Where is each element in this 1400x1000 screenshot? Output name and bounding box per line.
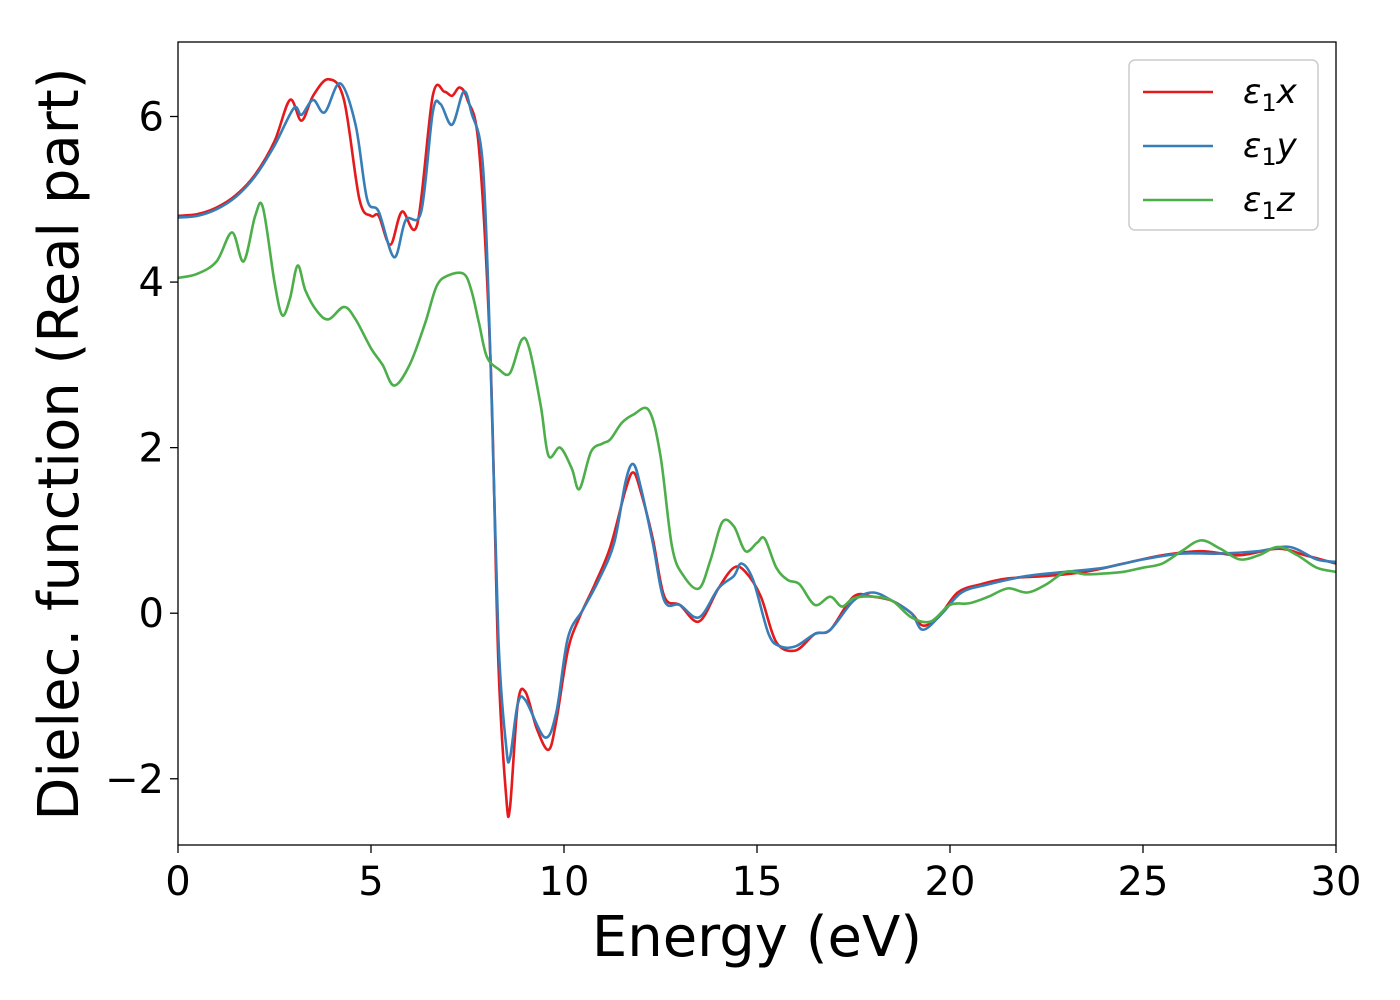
series-line-z — [178, 201, 1336, 624]
y-tick-label: 6 — [139, 95, 164, 141]
y-tick-label: 4 — [139, 260, 164, 306]
legend-box — [1128, 59, 1319, 231]
legend-label-y: ε1y — [1243, 126, 1298, 171]
y-tick-label: 2 — [139, 426, 164, 472]
legend-label-z: ε1z — [1243, 180, 1296, 225]
y-axis-title: Dielec. function (Real part) — [27, 67, 92, 820]
x-tick-label: 30 — [1311, 859, 1362, 905]
legend: ε1x ε1y ε1z — [1128, 59, 1319, 231]
legend-label-x: ε1x — [1243, 72, 1298, 117]
x-tick-label: 20 — [925, 859, 976, 905]
x-tick-label: 25 — [1118, 859, 1169, 905]
series-layer — [178, 77, 1336, 819]
x-tick-label: 10 — [539, 859, 590, 905]
x-tick-label: 0 — [165, 859, 190, 905]
y-tick-label: −2 — [105, 757, 164, 803]
x-tick-label: 15 — [732, 859, 783, 905]
x-tick-label: 5 — [358, 859, 383, 905]
x-axis-title: Energy (eV) — [592, 905, 922, 970]
y-axis: −2 0 2 4 6 — [105, 95, 178, 803]
x-axis: 0 5 10 15 20 25 30 — [165, 845, 1361, 905]
y-tick-label: 0 — [139, 591, 164, 637]
